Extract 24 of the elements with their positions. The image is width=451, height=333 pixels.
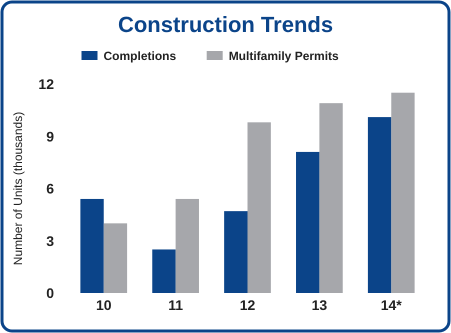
legend-label: Completions xyxy=(104,49,176,63)
chart-title: Construction Trends xyxy=(118,12,334,37)
y-tick-label: 12 xyxy=(38,76,54,92)
legend-label: Multifamily Permits xyxy=(228,49,340,63)
x-tick-label: 10 xyxy=(96,297,112,313)
bar xyxy=(152,249,176,293)
bar xyxy=(176,198,199,293)
y-tick-label: 3 xyxy=(46,232,54,249)
x-tick-label: 11 xyxy=(168,297,184,313)
y-tick-label: 6 xyxy=(46,180,54,196)
bar xyxy=(80,198,104,293)
bar xyxy=(104,223,128,293)
y-axis-title: Number of Units (thousands) xyxy=(11,112,25,266)
x-tick-label: 13 xyxy=(312,297,328,313)
bar xyxy=(391,92,415,293)
bar xyxy=(296,152,320,293)
y-tick-label: 0 xyxy=(46,285,54,301)
x-tick-label: 12 xyxy=(240,297,256,313)
bar xyxy=(368,117,392,293)
x-tick-label: 14* xyxy=(380,297,402,313)
bar xyxy=(319,103,343,293)
bar xyxy=(248,122,271,293)
bar xyxy=(224,211,248,293)
y-tick-label: 9 xyxy=(46,128,54,144)
